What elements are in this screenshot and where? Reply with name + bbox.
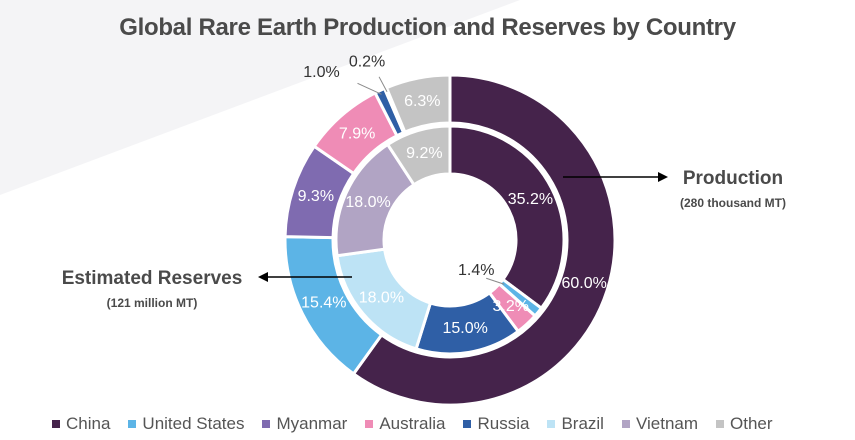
legend-item-vietnam: Vietnam [621, 414, 699, 434]
reserves-label: Estimated Reserves [62, 268, 243, 289]
production-arrow-head [658, 172, 668, 182]
outer-label-brazil: 0.2% [349, 53, 385, 70]
inner-label-united-states-leader [486, 277, 505, 285]
outer-label-other: 6.3% [404, 93, 440, 110]
legend-swatch-russia [463, 420, 472, 428]
chart-legend: China United States Myanmar Australia Russia… [52, 412, 832, 436]
outer-label-china: 60.0% [561, 275, 606, 292]
legend-swatch-brazil [547, 420, 556, 428]
outer-slice-china [351, 73, 617, 407]
legend-label-united-states: United States [142, 414, 245, 433]
legend-swatch-australia [365, 420, 374, 428]
outer-label-united-states: 15.4% [301, 294, 346, 311]
inner-label-australia: 3.2% [493, 298, 529, 315]
legend-swatch-myanmar [262, 420, 271, 428]
legend-swatch-china [52, 420, 60, 428]
legend-label-other: Other [730, 414, 773, 433]
legend-item-other: Other [716, 414, 773, 434]
legend-swatch-united-states [128, 420, 137, 428]
data-labels: 60.0% 15.4% 9.3% 7.9% 1.0% 0.2% 6.3% 35.2% 1.4% 3… [298, 53, 607, 337]
legend-item-australia: Australia [365, 414, 445, 434]
inner-label-vietnam: 18.0% [345, 194, 390, 211]
outer-label-russia: 1.0% [303, 64, 339, 81]
production-callout: Production (280 thousand MT) [563, 168, 786, 210]
legend-item-russia: Russia [463, 414, 529, 434]
production-total: (280 thousand MT) [680, 196, 786, 210]
inner-label-brazil: 18.0% [359, 290, 404, 307]
chart-title: Global Rare Earth Production and Reserve… [119, 14, 736, 41]
inner-label-russia: 15.0% [443, 320, 488, 337]
inner-label-other: 9.2% [406, 145, 442, 162]
legend-label-china: China [66, 414, 111, 433]
legend-label-brazil: Brazil [561, 414, 604, 433]
production-ring [283, 73, 617, 407]
inner-slice-china [448, 124, 566, 311]
legend-item-brazil: Brazil [547, 414, 604, 434]
outer-label-australia: 7.9% [339, 125, 375, 142]
inner-label-china: 35.2% [508, 191, 553, 208]
outer-label-russia-leader [357, 82, 382, 95]
inner-slice-other [385, 124, 452, 187]
legend-label-russia: Russia [477, 414, 530, 433]
reserves-ring [334, 124, 566, 356]
outer-label-myanmar: 9.3% [298, 188, 334, 205]
inner-label-united-states: 1.4% [458, 262, 494, 279]
legend-swatch-vietnam [621, 420, 630, 428]
legend-item-myanmar: Myanmar [262, 414, 347, 434]
reserves-total: (121 million MT) [107, 296, 198, 310]
legend-label-myanmar: Myanmar [276, 414, 348, 433]
production-label: Production [683, 168, 783, 189]
legend-item-china: China [52, 414, 110, 434]
reserves-arrow-head [258, 272, 268, 282]
legend-label-australia: Australia [379, 414, 446, 433]
outer-slice-other [384, 73, 452, 134]
legend-swatch-other [716, 420, 725, 428]
reserves-callout: Estimated Reserves (121 million MT) [62, 268, 352, 310]
outer-label-brazil-leader [378, 76, 388, 93]
legend-item-united-states: United States [128, 414, 244, 434]
legend-label-vietnam: Vietnam [635, 414, 699, 433]
